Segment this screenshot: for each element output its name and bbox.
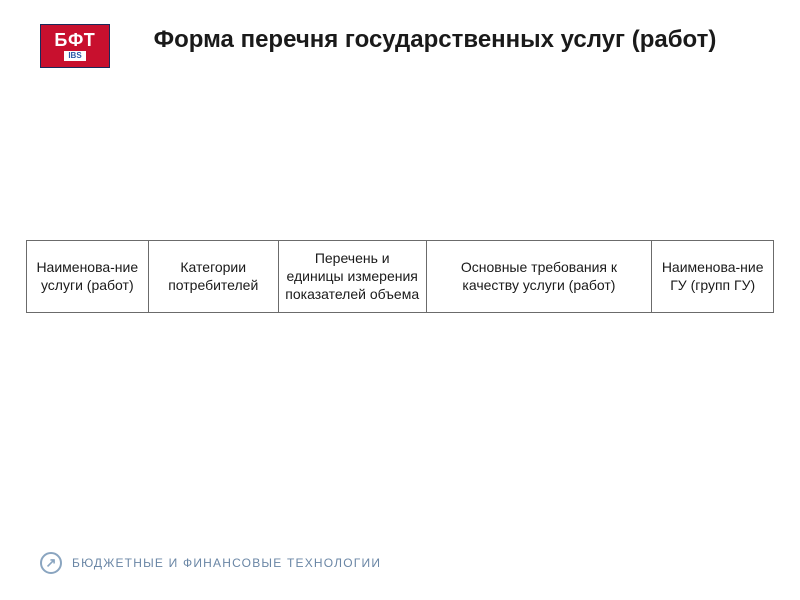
table-header-cell: Основные требования к качеству услуги (р… xyxy=(426,241,652,313)
table-header-cell: Перечень и единицы измерения показателей… xyxy=(278,241,426,313)
logo-accent-text: IBS xyxy=(64,51,85,61)
slide-header: БФТ IBS Форма перечня государственных ус… xyxy=(0,0,800,68)
company-logo: БФТ IBS xyxy=(40,24,110,68)
services-table: Наименова-ние услуги (работ) Категории п… xyxy=(26,240,774,313)
logo-main-text: БФТ xyxy=(54,31,95,49)
footer-text: БЮДЖЕТНЫЕ И ФИНАНСОВЫЕ ТЕХНОЛОГИИ xyxy=(72,556,381,570)
table-header-cell: Наименова-ние услуги (работ) xyxy=(27,241,149,313)
footer-icon: ↗ xyxy=(40,552,62,574)
table-header-row: Наименова-ние услуги (работ) Категории п… xyxy=(27,241,774,313)
slide-footer: ↗ БЮДЖЕТНЫЕ И ФИНАНСОВЫЕ ТЕХНОЛОГИИ xyxy=(40,552,381,574)
table-header-cell: Категории потребителей xyxy=(148,241,278,313)
slide-title: Форма перечня государственных услуг (раб… xyxy=(110,24,760,55)
table-header-cell: Наименова-ние ГУ (групп ГУ) xyxy=(652,241,774,313)
services-table-wrap: Наименова-ние услуги (работ) Категории п… xyxy=(26,240,774,313)
